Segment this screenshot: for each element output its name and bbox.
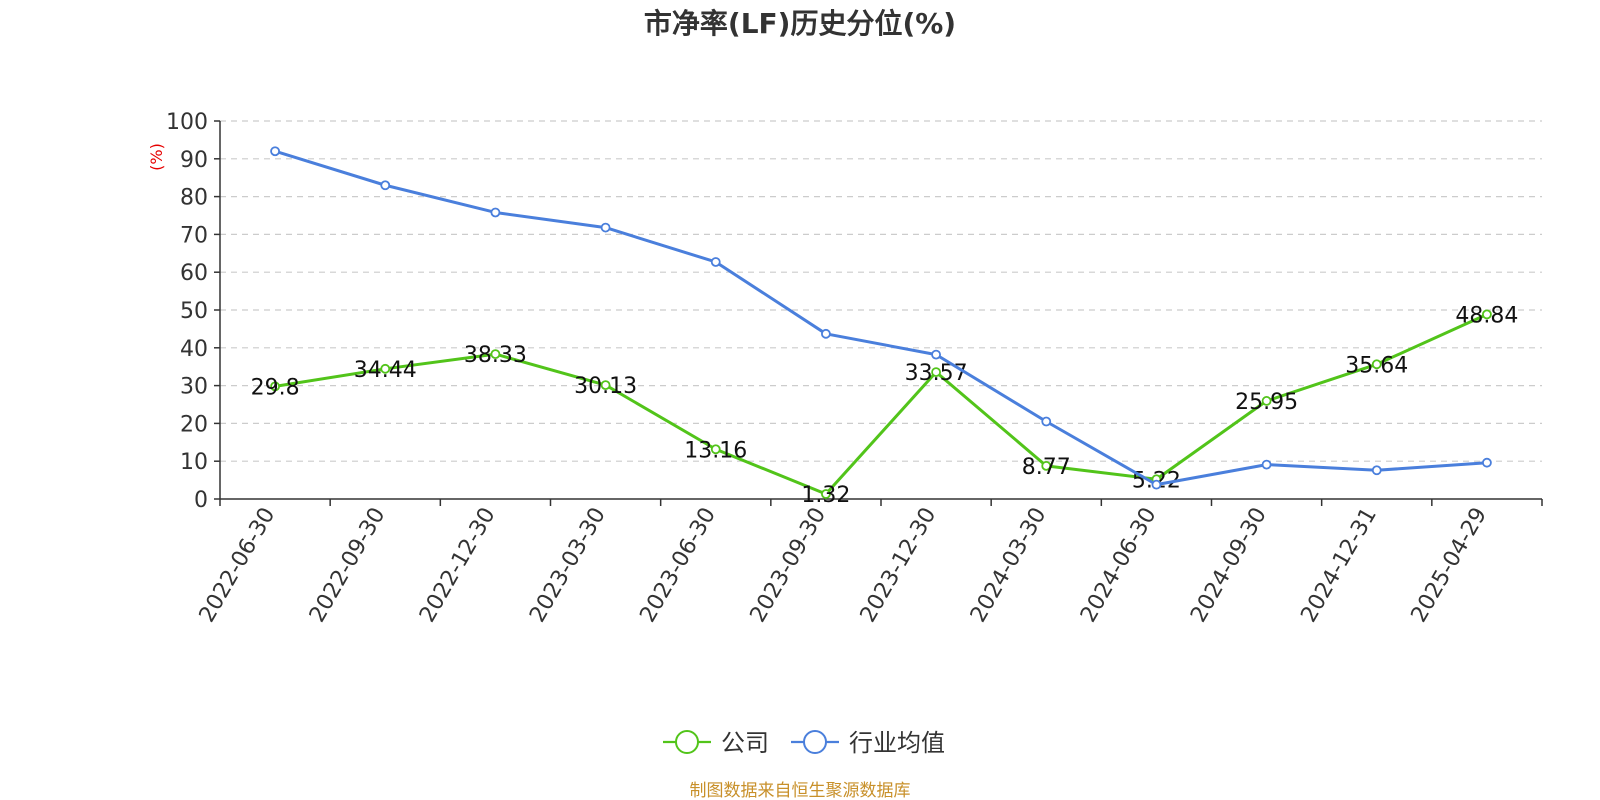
data-label: 29.8 [251, 375, 300, 400]
data-point[interactable] [380, 180, 391, 191]
data-point[interactable] [1041, 460, 1052, 471]
chart-title: 市净率(LF)历史分位(%) [644, 7, 956, 40]
data-point[interactable] [600, 222, 611, 233]
y-tick-label: 50 [180, 299, 208, 324]
data-point[interactable] [821, 489, 831, 499]
data-label: 35.64 [1345, 353, 1408, 378]
x-tick-label: 2022-12-30 [415, 503, 501, 626]
x-tick-label: 2023-06-30 [635, 504, 721, 627]
legend-item-1[interactable]: 行业均值 [791, 729, 945, 757]
y-tick-label: 70 [180, 223, 208, 248]
legend-marker [675, 730, 699, 754]
data-point[interactable] [1041, 416, 1052, 427]
y-tick-label: 80 [180, 186, 208, 211]
legend-label: 行业均值 [849, 729, 945, 757]
y-tick-label: 30 [180, 375, 208, 400]
data-point[interactable] [1482, 309, 1492, 320]
x-tick-label: 2024-06-30 [1076, 504, 1162, 627]
grid-lines [220, 120, 1542, 462]
y-axis-ticks: 0 10 20 30 40 50 60 70 80 90 100 [166, 110, 220, 513]
data-point[interactable] [931, 349, 941, 360]
y-tick-label: 40 [180, 337, 208, 362]
data-point[interactable] [1151, 479, 1162, 490]
data-label: 30.13 [574, 374, 637, 399]
data-label: 33.57 [905, 361, 968, 386]
data-label: 34.44 [354, 358, 417, 383]
series-line [274, 149, 1488, 487]
series-layer: 29.834.4438.3330.1313.161.3233.578.775.2… [251, 146, 1519, 508]
series-0: 29.834.4438.3330.1313.161.3233.578.775.2… [251, 303, 1519, 508]
legend-label: 公司 [721, 729, 769, 757]
x-tick-label: 2023-12-30 [856, 503, 942, 626]
x-tick-label: 2022-06-30 [195, 504, 281, 627]
y-tick-label: 0 [194, 488, 208, 513]
data-point[interactable] [821, 328, 831, 339]
x-tick-label: 2023-03-30 [525, 504, 611, 627]
series-line [274, 313, 1488, 496]
data-point[interactable] [490, 207, 501, 218]
x-tick-label: 2023-09-30 [746, 504, 832, 627]
series-1 [270, 146, 1492, 490]
legend-item-0[interactable]: 公司 [663, 729, 769, 757]
data-label: 13.16 [684, 438, 747, 463]
x-tick-label: 2024-12-31 [1296, 504, 1382, 627]
data-point[interactable] [270, 146, 280, 157]
data-point[interactable] [710, 444, 721, 455]
y-tick-label: 20 [180, 412, 208, 437]
data-point[interactable] [270, 381, 280, 392]
x-tick-label: 2024-03-30 [966, 504, 1052, 627]
y-tick-label: 60 [180, 261, 208, 286]
source-text: 制图数据来自恒生聚源数据库 [690, 781, 911, 800]
y-tick-label: 100 [166, 110, 208, 135]
data-label: 1.32 [801, 483, 850, 508]
data-label: 25.95 [1235, 390, 1298, 415]
x-tick-label: 2024-09-30 [1186, 504, 1272, 627]
y-axis-unit-label: (%) [147, 143, 166, 171]
data-point[interactable] [931, 367, 941, 378]
data-point[interactable] [710, 257, 721, 267]
data-point[interactable] [600, 380, 611, 391]
data-point[interactable] [1261, 459, 1272, 470]
data-point[interactable] [1482, 457, 1492, 468]
data-point[interactable] [1261, 396, 1272, 406]
y-tick-label: 10 [180, 450, 208, 475]
y-tick-label: 90 [180, 148, 208, 173]
x-tick-label: 2025-04-29 [1407, 504, 1493, 627]
x-axis-ticks: 2022-06-30 2022-09-30 2022-12-30 2023-03-30… [195, 499, 1543, 627]
data-point[interactable] [1371, 465, 1382, 476]
data-label: 38.33 [464, 343, 527, 368]
data-point[interactable] [1371, 359, 1382, 370]
legend[interactable]: 公司 行业均值 [663, 729, 945, 757]
data-point[interactable] [380, 363, 391, 374]
data-label: 8.77 [1022, 455, 1071, 480]
legend-marker [803, 730, 827, 754]
data-point[interactable] [490, 349, 501, 360]
x-tick-label: 2022-09-30 [305, 504, 391, 627]
data-label: 48.84 [1455, 303, 1518, 328]
